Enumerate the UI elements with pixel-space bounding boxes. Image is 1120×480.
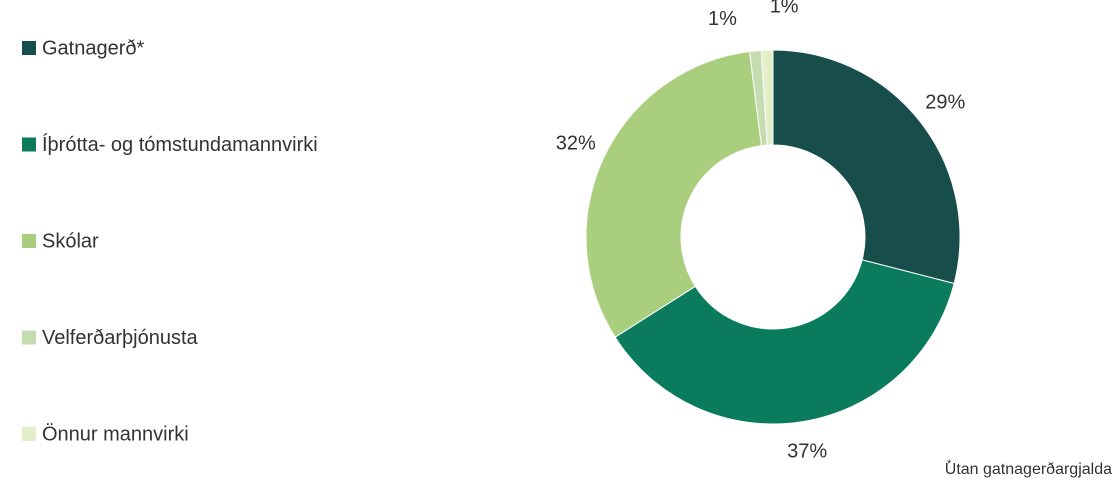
note-mark: *: [947, 458, 952, 470]
donut-slice: [585, 50, 763, 338]
data-label: 1%: [770, 0, 799, 17]
legend-swatch: [22, 137, 36, 152]
legend-label: Skólar: [42, 230, 99, 252]
data-label: 29%: [925, 92, 965, 114]
legend-label: Önnur mannvirki: [42, 423, 189, 445]
legend-swatch: [22, 427, 36, 441]
data-label: 32%: [556, 132, 596, 154]
legend-swatch: [22, 330, 36, 345]
note: Utan gatnagerðargjalda: [945, 461, 1112, 478]
donut-slice: [772, 49, 961, 285]
legend-label: Velferðarþjónusta: [42, 327, 199, 349]
data-label: 1%: [708, 8, 737, 30]
legend-label: Gatnagerð*: [42, 37, 145, 59]
donut-slice: [614, 259, 955, 425]
legend-swatch: [22, 41, 36, 55]
legend-swatch: [22, 234, 36, 248]
data-label: 37%: [787, 441, 827, 463]
donut-slice: [760, 49, 774, 146]
legend-label: Íþrótta- og tómstundamannvirki: [42, 133, 318, 156]
